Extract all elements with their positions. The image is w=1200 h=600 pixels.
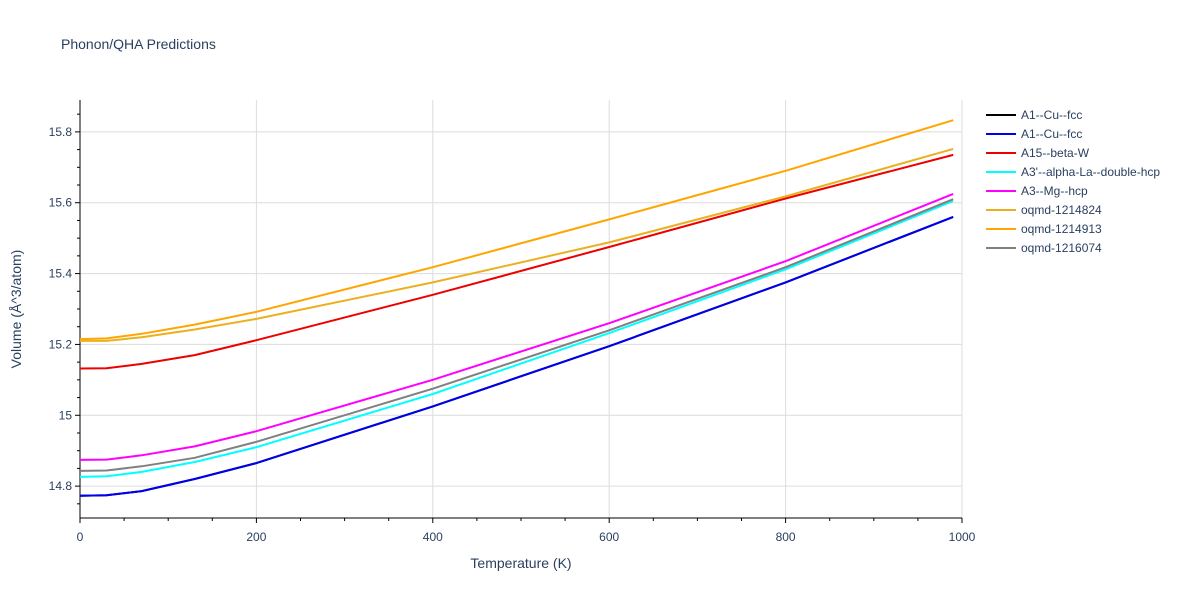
y-tick-label: 15.2 xyxy=(49,337,73,351)
y-tick-labels: 14.8 15 15.2 15.4 15.6 15.8 xyxy=(49,125,73,493)
x-tick-label: 600 xyxy=(599,530,619,544)
legend-item[interactable]: A3--Mg--hcp xyxy=(986,184,1088,198)
legend-item[interactable]: A1--Cu--fcc xyxy=(986,127,1082,141)
legend-label: A15--beta-W xyxy=(1021,146,1090,160)
x-axis-title: Temperature (K) xyxy=(470,555,571,571)
legend-label: A1--Cu--fcc xyxy=(1021,108,1082,122)
legend-item[interactable]: oqmd-1216074 xyxy=(986,241,1102,255)
x-gridlines xyxy=(255,100,963,518)
series-line-5 xyxy=(80,147,954,342)
legend-item[interactable]: oqmd-1214913 xyxy=(986,222,1102,236)
legend-label: oqmd-1214913 xyxy=(1021,222,1102,236)
series-lines xyxy=(79,119,954,497)
legend-item[interactable]: A15--beta-W xyxy=(986,146,1090,160)
legend-item[interactable]: A1--Cu--fcc xyxy=(986,108,1082,122)
x-tick-label: 800 xyxy=(776,530,796,544)
legend-item[interactable]: A3'--alpha-La--double-hcp xyxy=(986,165,1160,179)
legend-item[interactable]: oqmd-1214824 xyxy=(986,203,1102,217)
y-tick-label: 14.8 xyxy=(49,479,73,493)
y-tick-label: 15.4 xyxy=(49,267,73,281)
y-axis-title: Volume (Å^3/atom) xyxy=(8,250,24,369)
x-tick-label: 400 xyxy=(423,530,443,544)
series-line-4 xyxy=(79,192,954,461)
legend-label: A3--Mg--hcp xyxy=(1021,184,1088,198)
axes xyxy=(75,100,963,523)
chart-title: Phonon/QHA Predictions xyxy=(61,36,216,52)
legend-label: A3'--alpha-La--double-hcp xyxy=(1021,165,1160,179)
series-line-3 xyxy=(79,200,954,478)
series-line-6 xyxy=(79,119,954,341)
series-line-2 xyxy=(79,153,954,370)
x-tick-label: 200 xyxy=(246,530,266,544)
legend-label: oqmd-1216074 xyxy=(1021,241,1102,255)
x-tick-label: 1000 xyxy=(949,530,976,544)
y-tick-label: 15.6 xyxy=(49,196,73,210)
series-line-7 xyxy=(79,198,954,472)
legend-label: A1--Cu--fcc xyxy=(1021,127,1082,141)
legend-label: oqmd-1214824 xyxy=(1021,203,1102,217)
x-tick-label: 0 xyxy=(77,530,84,544)
x-tick-labels: 0 200 400 600 800 1000 xyxy=(77,530,976,544)
series-line-1 xyxy=(79,215,954,497)
y-tick-label: 15 xyxy=(59,408,73,422)
y-tick-label: 15.8 xyxy=(49,125,73,139)
y-gridlines xyxy=(80,131,962,487)
legend[interactable]: A1--Cu--fcc A1--Cu--fcc A15--beta-W A3'--al… xyxy=(986,108,1160,255)
